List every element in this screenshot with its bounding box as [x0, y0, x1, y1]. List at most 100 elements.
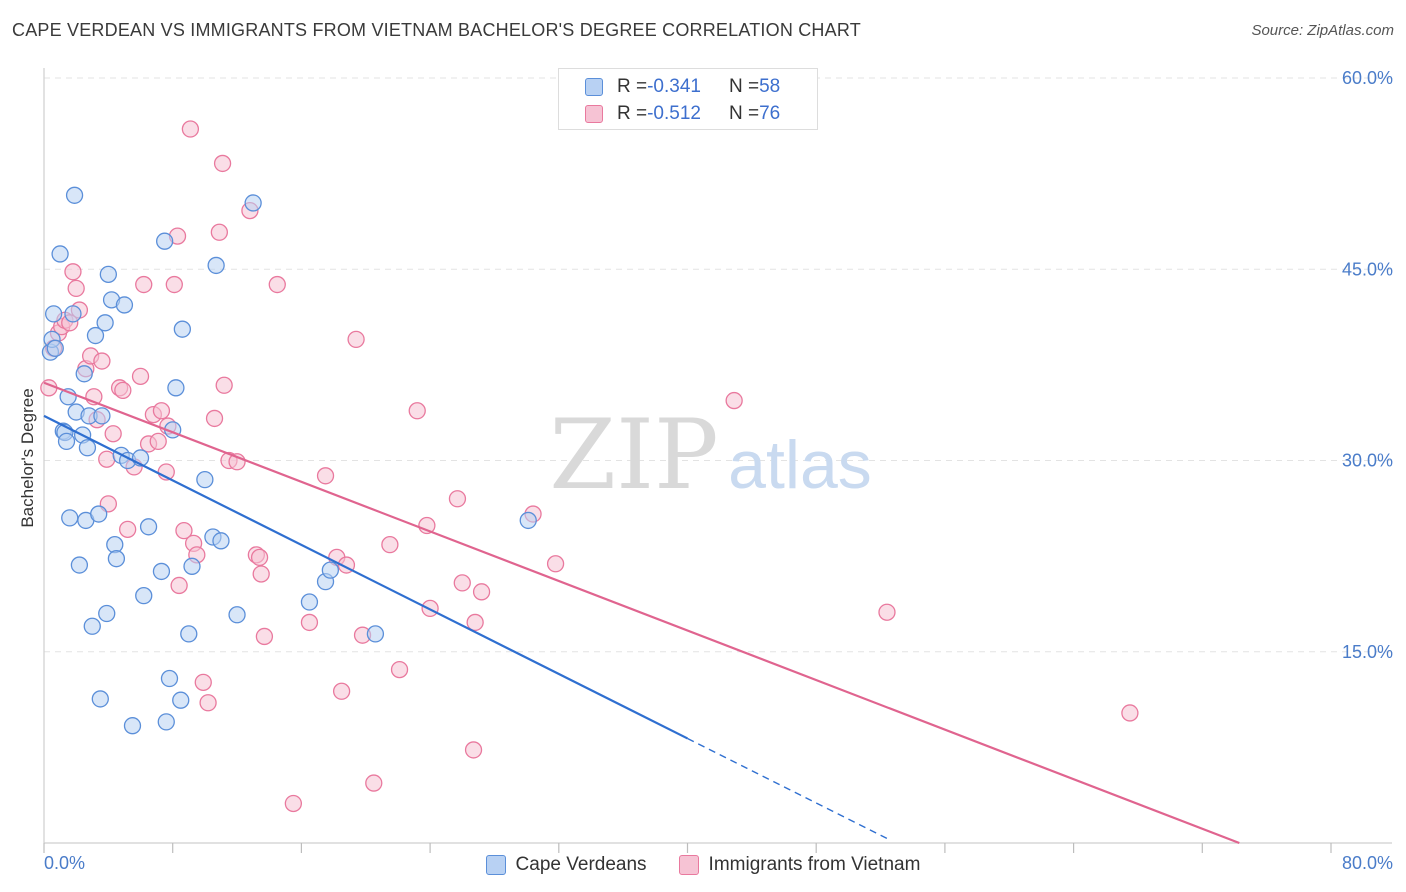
legend-item-cape-verdeans: Cape Verdeans [486, 854, 647, 876]
scatter-chart: ZIP atlas 15.0%30.0%45.0%60.0%0.0% 80.0% … [0, 0, 1406, 892]
point-cape-verdean [367, 626, 383, 642]
point-cape-verdean [67, 187, 83, 203]
point-cape-verdean [181, 626, 197, 642]
point-cape-verdean [197, 472, 213, 488]
point-vietnam [252, 549, 268, 565]
point-vietnam [153, 403, 169, 419]
trend-line-cape-verdeans-extrapolated [688, 738, 889, 839]
point-vietnam [318, 468, 334, 484]
y-tick-label: 15.0% [1342, 642, 1393, 662]
legend-label-vietnam: Immigrants from Vietnam [709, 854, 921, 876]
point-cape-verdean [141, 519, 157, 535]
point-cape-verdean [97, 315, 113, 331]
stats-legend: R = -0.341 N = 58 R = -0.512 N = 76 [558, 68, 818, 130]
point-vietnam [94, 353, 110, 369]
point-vietnam [68, 280, 84, 296]
point-cape-verdean [245, 195, 261, 211]
point-cape-verdean [79, 440, 95, 456]
point-vietnam [392, 662, 408, 678]
y-tick-label: 45.0% [1342, 259, 1393, 279]
point-cape-verdean [99, 606, 115, 622]
point-cape-verdean [47, 340, 63, 356]
point-vietnam [207, 410, 223, 426]
point-cape-verdean [65, 306, 81, 322]
point-vietnam [182, 121, 198, 137]
point-cape-verdean [153, 563, 169, 579]
point-vietnam [1122, 705, 1138, 721]
point-cape-verdean [59, 433, 75, 449]
point-vietnam [215, 155, 231, 171]
point-vietnam [256, 628, 272, 644]
gridlines [44, 78, 1392, 652]
point-vietnam [200, 695, 216, 711]
point-cape-verdean [161, 671, 177, 687]
legend-r-value: -0.512 [647, 103, 701, 125]
watermark-atlas: atlas [728, 427, 872, 503]
point-vietnam [150, 433, 166, 449]
point-cape-verdean [124, 718, 140, 734]
point-vietnam [115, 382, 131, 398]
point-vietnam [466, 742, 482, 758]
point-vietnam [120, 521, 136, 537]
legend-n-label: N = [729, 103, 759, 125]
point-vietnam [166, 277, 182, 293]
point-vietnam [474, 584, 490, 600]
point-cape-verdean [108, 551, 124, 567]
point-vietnam [99, 451, 115, 467]
point-cape-verdean [520, 512, 536, 528]
point-cape-verdean [116, 297, 132, 313]
point-cape-verdean [76, 366, 92, 382]
point-cape-verdean [71, 557, 87, 573]
point-vietnam [133, 368, 149, 384]
point-cape-verdean [168, 380, 184, 396]
point-cape-verdean [174, 321, 190, 337]
point-vietnam [211, 224, 227, 240]
legend-row-cape-verdeans: R = -0.341 N = 58 [585, 75, 780, 99]
point-vietnam [382, 537, 398, 553]
y-tick-label: 60.0% [1342, 68, 1393, 88]
point-vietnam [334, 683, 350, 699]
point-vietnam [548, 556, 564, 572]
legend-swatch-pink [679, 855, 699, 875]
point-cape-verdean [91, 506, 107, 522]
legend-r-label: R = [617, 103, 647, 125]
legend-r-value: -0.341 [647, 76, 701, 98]
point-cape-verdean [229, 607, 245, 623]
watermark-zip: ZIP [549, 399, 718, 511]
legend-n-value: 58 [759, 76, 780, 98]
point-vietnam [216, 377, 232, 393]
legend-label-cape-verdeans: Cape Verdeans [516, 854, 647, 876]
legend-swatch-blue [585, 78, 603, 96]
point-vietnam [136, 277, 152, 293]
point-vietnam [879, 604, 895, 620]
legend-swatch-blue [486, 855, 506, 875]
point-vietnam [301, 614, 317, 630]
point-cape-verdean [158, 714, 174, 730]
point-vietnam [65, 264, 81, 280]
point-vietnam [366, 775, 382, 791]
point-vietnam [454, 575, 470, 591]
series-legend: Cape Verdeans Immigrants from Vietnam [0, 852, 1406, 878]
point-vietnam [285, 795, 301, 811]
y-axis-label: Bachelor's Degree [18, 388, 37, 527]
legend-swatch-pink [585, 105, 603, 123]
point-cape-verdean [92, 691, 108, 707]
point-cape-verdean [52, 246, 68, 262]
point-vietnam [269, 277, 285, 293]
legend-n-label: N = [729, 76, 759, 98]
point-cape-verdean [184, 558, 200, 574]
point-cape-verdean [84, 618, 100, 634]
legend-row-vietnam: R = -0.512 N = 76 [585, 102, 780, 126]
point-vietnam [195, 674, 211, 690]
point-vietnam [171, 577, 187, 593]
point-cape-verdean [173, 692, 189, 708]
point-cape-verdean [136, 588, 152, 604]
point-cape-verdean [213, 533, 229, 549]
watermark: ZIP atlas [549, 399, 871, 511]
legend-item-vietnam: Immigrants from Vietnam [679, 854, 921, 876]
point-cape-verdean [100, 266, 116, 282]
point-cape-verdean [46, 306, 62, 322]
point-cape-verdean [157, 233, 173, 249]
point-cape-verdean [322, 562, 338, 578]
point-cape-verdean [301, 594, 317, 610]
